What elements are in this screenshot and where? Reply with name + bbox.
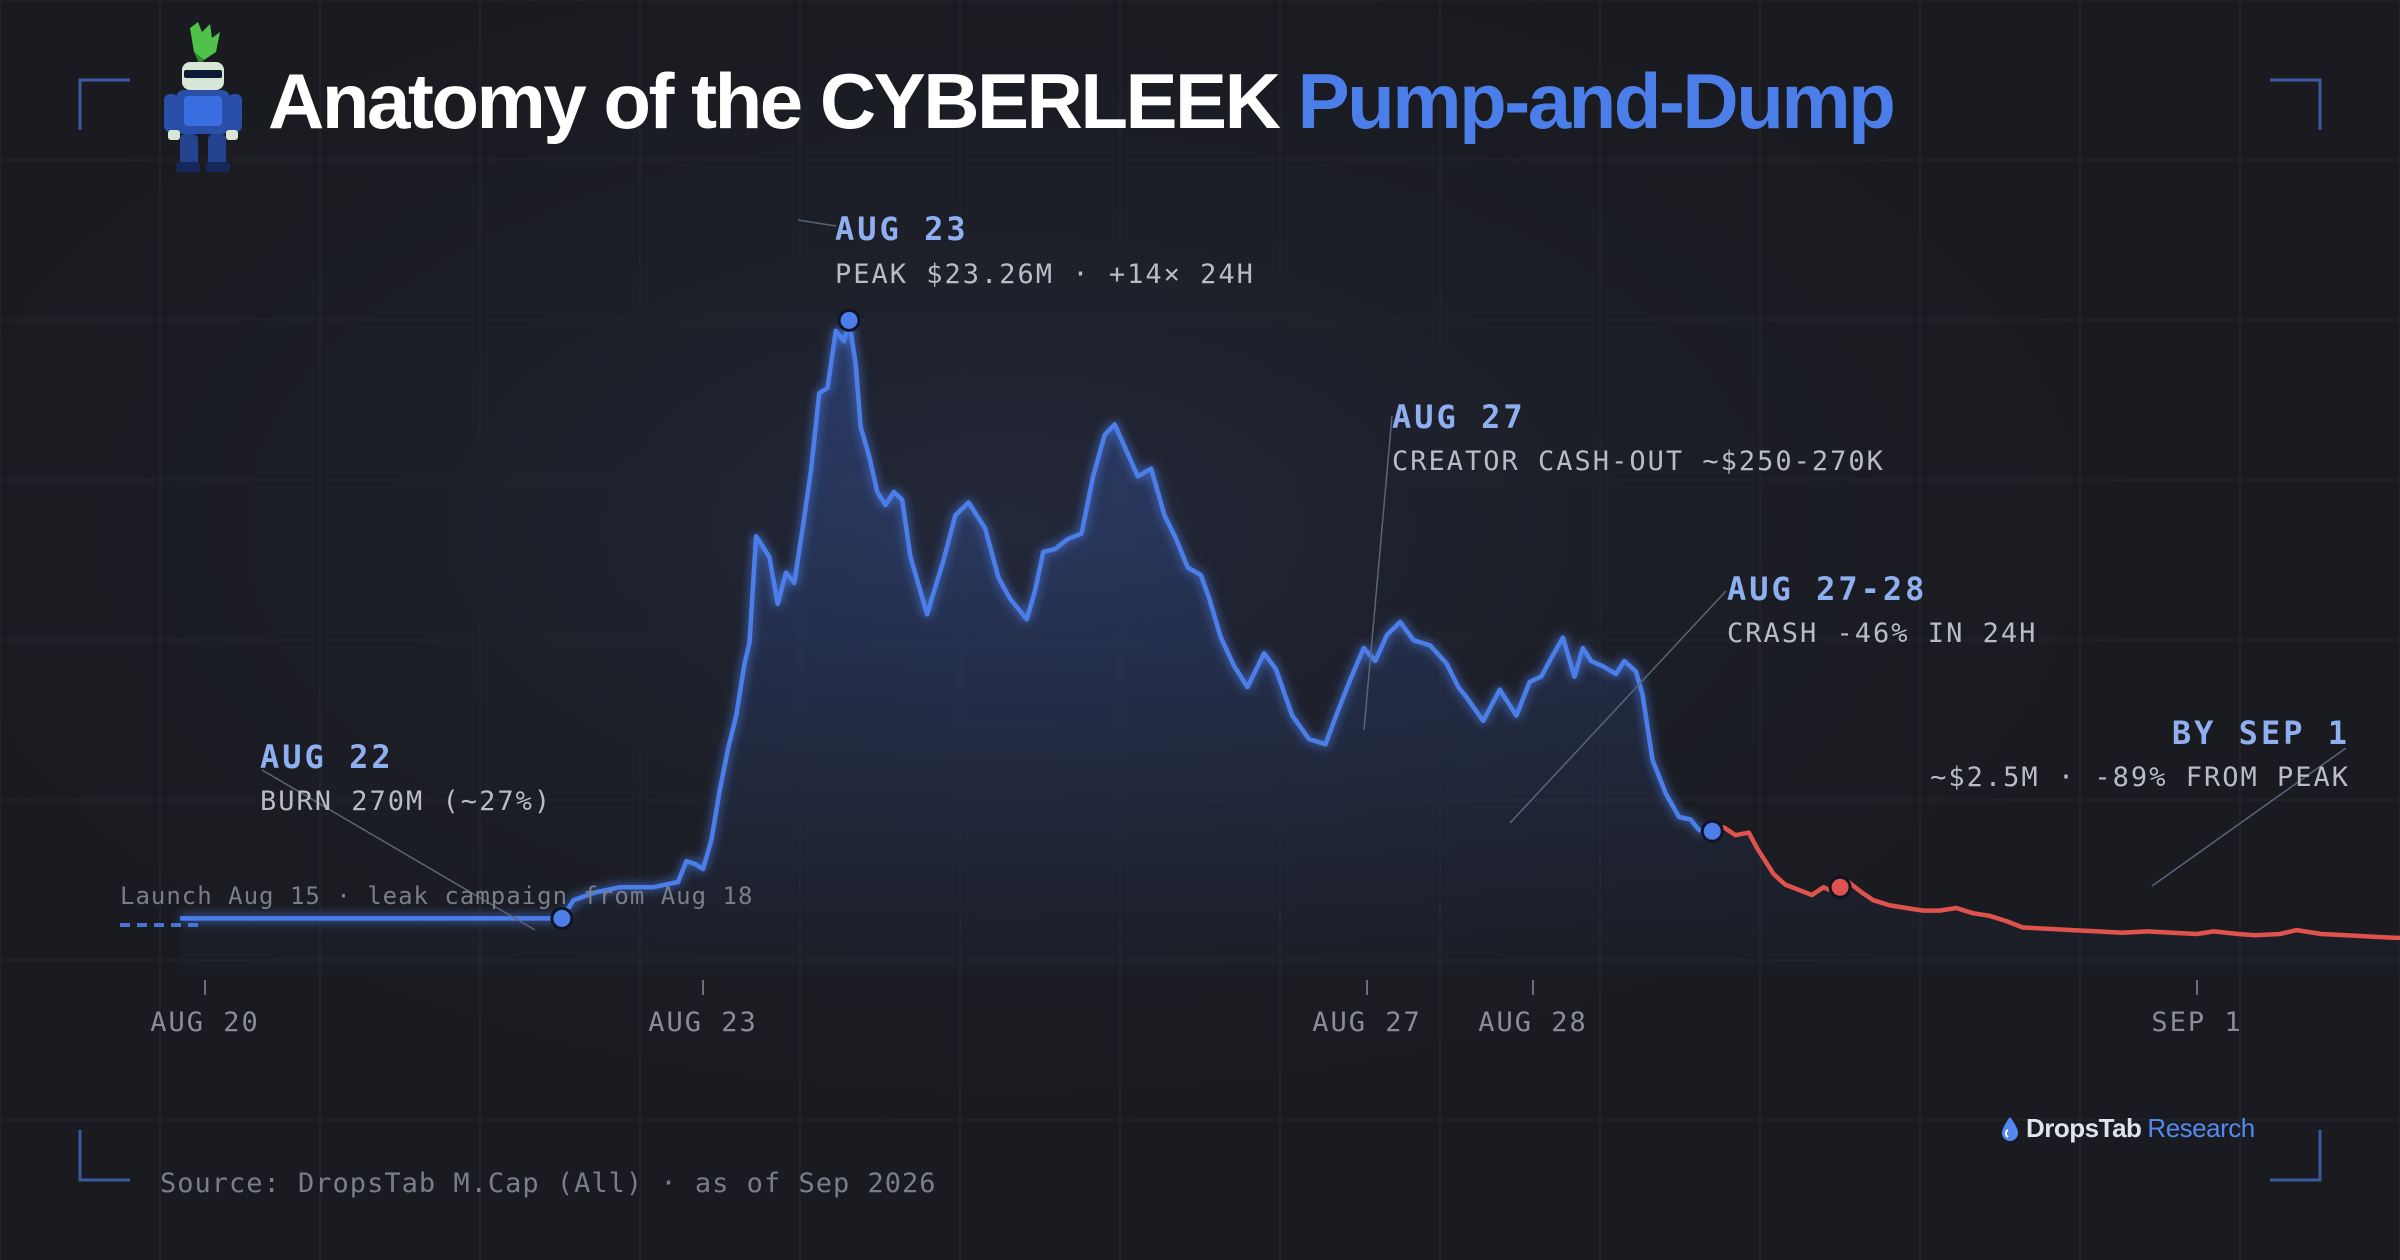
- title-accent: Pump-and-Dump: [1297, 57, 1896, 145]
- x-tick-label: AUG 28: [1478, 1007, 1588, 1038]
- x-tick-label: AUG 27: [1312, 1007, 1422, 1038]
- title-main: Anatomy of the CYBERLEEK: [268, 57, 1281, 145]
- area-fill: [180, 320, 2400, 975]
- drop-icon: [2002, 1116, 2018, 1141]
- marker-burn: [550, 906, 574, 930]
- x-axis: AUG 20 AUG 23 AUG 27 AUG 28 SEP 1: [150, 980, 2242, 1038]
- annotation-burn-heading: AUG 22: [260, 738, 394, 776]
- brand-name: DropsTab: [2026, 1113, 2142, 1143]
- leader-lines: [261, 219, 2347, 931]
- source-note: Source: DropsTab M.Cap (All) · as of Sep…: [160, 1168, 937, 1199]
- marker-peak: [837, 308, 861, 332]
- annotation-peak-heading: AUG 23: [835, 210, 969, 248]
- annotation-sep1-text: ~$2.5M · -89% FROM PEAK: [1930, 762, 2350, 793]
- corner-brackets: [78, 78, 2322, 1182]
- annotation-sep1-heading: BY SEP 1: [2172, 714, 2350, 752]
- x-tick-label: AUG 23: [648, 1007, 758, 1038]
- marker-crash: [1828, 875, 1852, 899]
- annotation-cashout-text: CREATOR CASH-OUT ~$250-270K: [1392, 446, 1885, 477]
- x-tick-label: SEP 1: [2151, 1007, 2242, 1038]
- series-line-pump: [180, 318, 1713, 921]
- x-tick-label: AUG 20: [150, 1007, 260, 1038]
- brand-suffix: Research: [2147, 1113, 2255, 1143]
- annotation-crash-text: CRASH -46% IN 24H: [1727, 618, 2037, 649]
- annotation-peak-text: PEAK $23.26M · +14× 24H: [835, 259, 1255, 290]
- launch-note: Launch Aug 15 · leak campaign from Aug 1…: [120, 882, 753, 910]
- leek-mascot-icon: [164, 22, 242, 172]
- annotation-cashout-heading: AUG 27: [1392, 398, 1526, 436]
- page-title: Anatomy of the CYBERLEEK Pump-and-Dump: [268, 56, 1896, 147]
- marker-cashout: [1700, 819, 1724, 843]
- brand-logo: DropsTab Research: [2000, 1113, 2255, 1144]
- annotation-burn-text: BURN 270M (~27%): [260, 786, 552, 817]
- chart-markers: [550, 308, 1852, 930]
- annotation-crash-heading: AUG 27-28: [1727, 570, 1927, 608]
